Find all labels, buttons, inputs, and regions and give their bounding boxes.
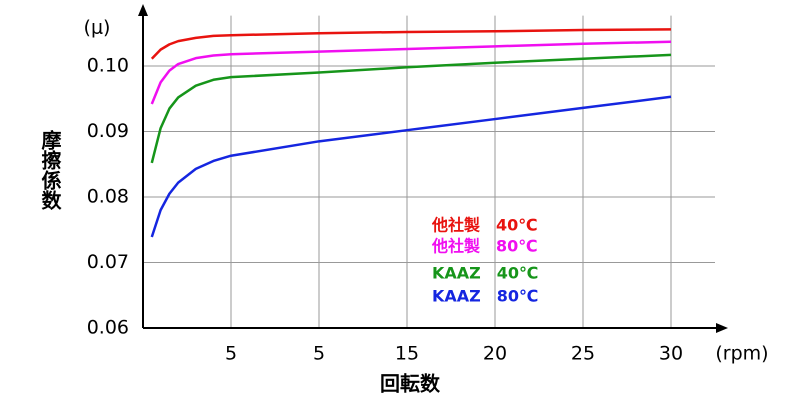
y-tick-label: 0.06 [87, 317, 129, 339]
series-line [150, 28, 672, 60]
legend-entry: 他社製 80℃ [431, 237, 538, 256]
y-arrow [138, 4, 148, 16]
x-tick-label: 15 [395, 343, 419, 365]
series-line [150, 53, 672, 164]
x-tick-label: 5 [225, 343, 237, 365]
x-axis-label: 回転数 [380, 372, 441, 396]
y-tick-label: 0.08 [87, 186, 129, 208]
x-arrow [716, 323, 728, 333]
x-unit: (rpm) [715, 343, 768, 365]
series-line [150, 40, 672, 105]
y-tick-label: 0.09 [87, 120, 129, 142]
grid [143, 15, 715, 329]
series-line [150, 95, 672, 238]
x-tick-label: 20 [483, 343, 507, 365]
y-tick-label: 0.07 [87, 251, 129, 273]
y-tick-label: 0.10 [87, 55, 129, 77]
y-axis-label: 摩擦係数 [38, 129, 62, 211]
x-tick-label: 25 [571, 343, 595, 365]
x-tick-label: 30 [659, 343, 683, 365]
legend-entry: KAAZ 80℃ [432, 287, 538, 306]
legend-entry: 他社製 40℃ [431, 216, 538, 235]
y-unit: (μ) [84, 17, 111, 39]
x-tick-label: 5 [313, 343, 325, 365]
lines [150, 28, 672, 238]
legend-entry: KAAZ 40℃ [432, 264, 538, 283]
